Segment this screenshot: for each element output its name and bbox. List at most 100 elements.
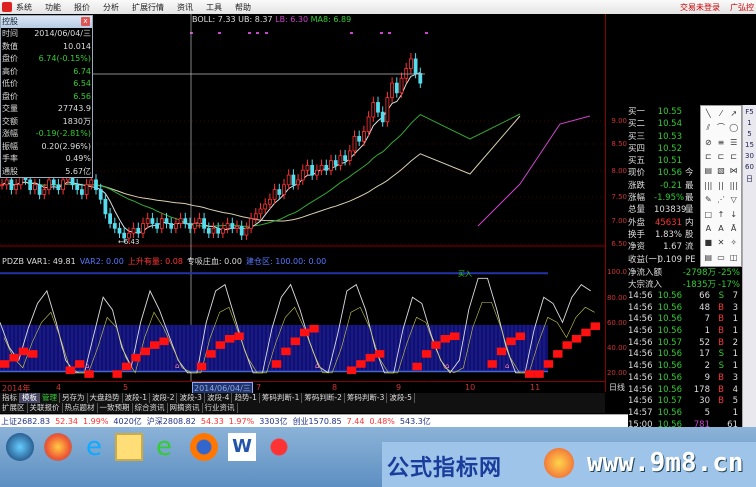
indicator-tick: 60.00 bbox=[606, 319, 627, 327]
bars-icon[interactable]: ||| bbox=[704, 180, 713, 190]
window-icon[interactable]: ▭ bbox=[717, 252, 725, 262]
fan2-icon[interactable]: ▧ bbox=[717, 166, 725, 176]
channel2-icon[interactable]: ⊏ bbox=[717, 152, 725, 162]
signal-marker bbox=[248, 32, 251, 34]
pen-icon[interactable]: ✎ bbox=[704, 195, 712, 205]
up-arrow-icon[interactable]: ↑ bbox=[717, 209, 725, 219]
indicator-tab[interactable]: 大盘趋势 bbox=[88, 393, 123, 403]
fib-icon[interactable]: ≡ bbox=[717, 137, 725, 147]
text-x-icon[interactable]: Ā bbox=[730, 223, 737, 233]
ray-icon[interactable]: ⁄ bbox=[720, 109, 722, 118]
stock-app-icon[interactable] bbox=[265, 433, 293, 461]
extension-tab[interactable]: 热点题材 bbox=[63, 403, 98, 413]
quote-label: 收益(一) bbox=[628, 254, 661, 265]
period-button[interactable]: 15 bbox=[745, 141, 754, 149]
indicator-tab[interactable]: 另存为 bbox=[60, 393, 88, 403]
menu-item[interactable]: 报价 bbox=[74, 2, 90, 12]
period-button[interactable]: F5 bbox=[745, 108, 754, 116]
indicator-tab[interactable]: 波段-2 bbox=[150, 393, 178, 403]
signal-marker bbox=[350, 32, 353, 34]
kline-chart[interactable]: ←6.43 ⌂ ⌂ ⌂ ⌂ ⌂ 买入 bbox=[0, 14, 605, 381]
period-button[interactable]: 5 bbox=[747, 130, 752, 138]
bars2-icon[interactable]: || bbox=[718, 180, 724, 190]
period-button[interactable]: 30 bbox=[745, 152, 754, 160]
menu-item[interactable]: 系统 bbox=[16, 2, 32, 12]
triangle-icon[interactable]: ▽ bbox=[730, 195, 737, 205]
panel-icon[interactable]: ◫ bbox=[729, 252, 738, 262]
period-button[interactable]: 1 bbox=[747, 119, 752, 127]
firefox-icon[interactable] bbox=[190, 433, 218, 461]
period-label[interactable]: 日线 bbox=[609, 383, 625, 392]
gann-icon[interactable]: ☰ bbox=[730, 137, 738, 147]
close-icon[interactable]: x bbox=[81, 17, 90, 26]
period-button[interactable]: 日 bbox=[746, 175, 753, 183]
block-icon[interactable]: ■ bbox=[704, 238, 713, 248]
candle bbox=[131, 227, 136, 234]
indicator-tabs: 指标 模板 管理 另存为 大盘趋势 波段-1 波段-2 波段-3 波段-4 趋势-1 筹码判断-1 筹… bbox=[0, 393, 605, 403]
menu-item[interactable]: 分析 bbox=[103, 2, 119, 12]
folder-icon[interactable] bbox=[115, 433, 143, 461]
delete-icon[interactable]: ✕ bbox=[717, 238, 725, 248]
indicator-tab[interactable]: 波段-5 bbox=[387, 393, 415, 403]
indicator-tab[interactable]: 筹码判断-1 bbox=[260, 393, 303, 403]
line-icon[interactable]: ╲ bbox=[705, 109, 711, 118]
text-icon[interactable]: A bbox=[718, 223, 724, 233]
flow-label: 大宗流入 bbox=[628, 279, 663, 290]
channel3-icon[interactable]: ⊏ bbox=[730, 152, 738, 162]
indicator-tab[interactable]: 模板 bbox=[20, 393, 40, 403]
menu-item[interactable]: 功能 bbox=[45, 2, 61, 12]
arrow-icon[interactable]: ↗ bbox=[730, 109, 738, 118]
indicator-tab[interactable]: 趋势-1 bbox=[232, 393, 260, 403]
indicator-tab[interactable]: 波段-3 bbox=[177, 393, 205, 403]
indicator-red-step bbox=[562, 341, 572, 349]
quote-value: 10.53 bbox=[657, 131, 682, 142]
extension-tab[interactable]: 关联报价 bbox=[28, 403, 63, 413]
menu-item[interactable]: 帮助 bbox=[235, 2, 251, 12]
text-a-icon[interactable]: A bbox=[705, 223, 712, 233]
browser-icon[interactable]: e bbox=[156, 432, 172, 462]
indicator-tab[interactable]: 波段-1 bbox=[123, 393, 150, 403]
period-button[interactable]: 60 bbox=[745, 163, 754, 171]
ellipse-icon[interactable]: ⊘ bbox=[704, 137, 712, 147]
quote-label2 bbox=[682, 155, 696, 167]
candle bbox=[272, 189, 277, 200]
menu-item[interactable]: 工具 bbox=[206, 2, 222, 12]
wand-icon[interactable]: ✧ bbox=[730, 238, 738, 248]
bars3-icon[interactable]: ||| bbox=[729, 180, 738, 190]
extension-tab[interactable]: 一致预期 bbox=[98, 403, 133, 413]
indicator-tab[interactable]: 指标 bbox=[0, 393, 20, 403]
extension-tab[interactable]: 行业资讯 bbox=[203, 403, 238, 413]
arc-icon[interactable]: ⌒ bbox=[716, 123, 725, 133]
candle bbox=[178, 218, 183, 224]
start-button-icon[interactable] bbox=[6, 433, 34, 461]
extension-tab[interactable]: 网摘资讯 bbox=[168, 403, 203, 413]
list-icon[interactable]: ▤ bbox=[704, 252, 713, 262]
popup-label: 交额 bbox=[2, 116, 18, 126]
indicator-tab[interactable]: 管理 bbox=[40, 393, 60, 403]
down-arrow-icon[interactable]: ↓ bbox=[730, 209, 738, 219]
trade-login-status[interactable]: 交易未登录 bbox=[680, 3, 720, 12]
app-icon[interactable] bbox=[44, 433, 72, 461]
extension-tab[interactable]: 综合资讯 bbox=[133, 403, 168, 413]
word-icon[interactable]: W bbox=[228, 433, 256, 461]
indicator-tab[interactable]: 波段-4 bbox=[205, 393, 233, 403]
fan3-icon[interactable]: ⋈ bbox=[729, 166, 738, 176]
trade-count: 1 bbox=[732, 361, 738, 372]
fan-icon[interactable]: ▤ bbox=[704, 166, 713, 176]
trade-row: 14:56 10.56 178 B 4 bbox=[628, 385, 740, 397]
indicator-tab[interactable]: 筹码判断-3 bbox=[345, 393, 388, 403]
ie-icon[interactable]: e bbox=[86, 432, 102, 462]
extension-tab[interactable]: 扩展区 bbox=[0, 403, 28, 413]
rect-icon[interactable]: □ bbox=[704, 209, 713, 219]
trade-time: 14:56 bbox=[628, 361, 653, 372]
indicator-tab[interactable]: 筹码判断-2 bbox=[302, 393, 345, 403]
indicator-red-step bbox=[150, 341, 160, 349]
circle-icon[interactable]: ◯ bbox=[729, 123, 739, 133]
menu-item[interactable]: 扩展行情 bbox=[132, 2, 164, 12]
trade-volume: 17 bbox=[699, 349, 710, 360]
quote-value: 1.67 bbox=[663, 242, 682, 253]
channel-icon[interactable]: ⊏ bbox=[704, 152, 712, 162]
speed-icon[interactable]: ⋰ bbox=[716, 195, 725, 205]
parallel-icon[interactable]: ⫽ bbox=[706, 123, 711, 133]
menu-item[interactable]: 资讯 bbox=[177, 2, 193, 12]
